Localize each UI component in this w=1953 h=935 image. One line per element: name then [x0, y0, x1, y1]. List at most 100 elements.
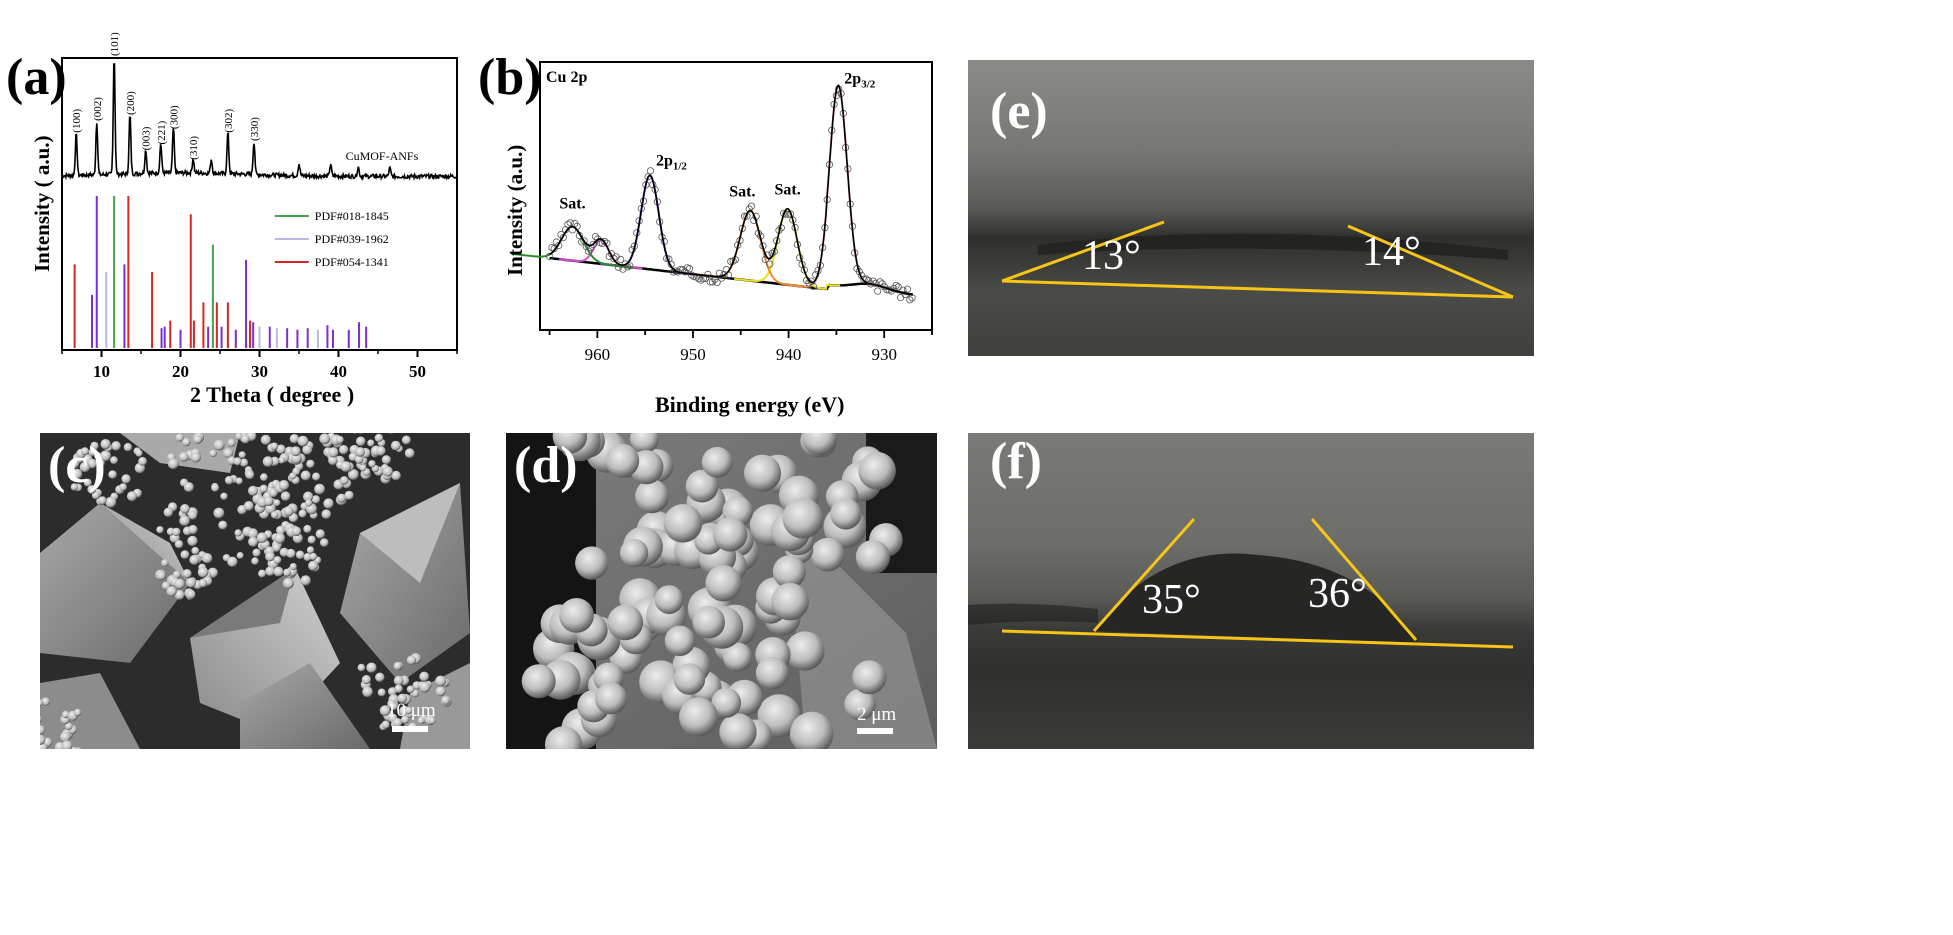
sem-particle [223, 448, 234, 458]
sem-particle [844, 688, 876, 721]
sem-particle [234, 529, 242, 537]
sem-particle [858, 451, 896, 490]
sem-particle [262, 456, 274, 467]
tangent-left-f [1092, 518, 1196, 632]
sem-particle [406, 685, 415, 694]
sem-particle [328, 447, 339, 458]
sem-particle [390, 702, 398, 711]
sem-particle [300, 575, 311, 586]
sem-particle [289, 563, 297, 571]
sem-particle [619, 538, 649, 568]
sem-particle [40, 725, 45, 735]
sem-particle [362, 686, 373, 698]
tangent-left-e [1001, 220, 1165, 283]
tangent-right-f [1310, 518, 1418, 641]
sem-particle [188, 524, 198, 535]
sem-particle [40, 712, 41, 718]
sem-particle [382, 466, 393, 477]
sem-particle [663, 504, 703, 543]
xrd-x-tick-label: 40 [330, 362, 347, 381]
sem-particle [259, 484, 268, 493]
xrd-peak-label: (300) [168, 105, 180, 129]
sem-particle [75, 747, 82, 749]
sem-particle [202, 553, 213, 564]
sem-particle [256, 532, 268, 543]
xps-data-point [906, 296, 914, 304]
sem-particle [183, 482, 194, 493]
baseline-line-f [1001, 629, 1514, 649]
panel-c-label: (c) [48, 437, 106, 494]
xps-data-point [860, 275, 868, 283]
sem-particle [306, 459, 315, 469]
sem-particle [701, 446, 733, 478]
sem-particle [156, 571, 166, 581]
sem-particle [190, 452, 201, 463]
sem-particle [379, 705, 391, 716]
sem-particle [272, 543, 281, 552]
xrd-peak-label: (002) [92, 97, 104, 121]
sem-particle [213, 439, 225, 451]
sem-particle [191, 546, 200, 555]
sem-particle [344, 490, 354, 500]
sem-particle [278, 456, 286, 464]
scalebar-d [857, 728, 893, 734]
sem-particle [713, 517, 748, 552]
sem-particle [268, 488, 278, 498]
sem-particle [100, 450, 111, 462]
sem-particle [393, 675, 404, 686]
sem-particle [358, 433, 364, 434]
sem-particle [315, 529, 325, 539]
sem-particle [289, 434, 300, 444]
sem-particle [337, 493, 346, 503]
sem-particle [388, 433, 394, 434]
xrd-legend-label: PDF#018-1845 [315, 209, 389, 223]
sem-particle [180, 550, 190, 559]
xps-data-point [750, 216, 758, 224]
sem-particle [320, 538, 329, 547]
sem-particle [679, 697, 718, 737]
panel-d-label: (d) [514, 437, 578, 494]
sem-particle [163, 507, 173, 517]
sem-particle [374, 433, 384, 443]
sem-texture-d [506, 433, 937, 749]
sem-particle [743, 454, 782, 492]
sem-particle [336, 435, 344, 444]
sem-particle [240, 434, 250, 444]
panel-f-label: (f) [990, 433, 1042, 490]
sem-particle [227, 438, 236, 447]
xps-data-point [800, 266, 808, 274]
xrd-plot-frame [61, 57, 458, 351]
sem-particle [90, 441, 99, 451]
xps-data-point [584, 247, 593, 255]
sem-particle [73, 708, 82, 717]
sem-particle [274, 532, 286, 544]
sem-particle [83, 478, 92, 487]
sem-particle [245, 470, 255, 480]
xps-data-point [589, 241, 597, 249]
xrd-x-tick-label: 50 [409, 362, 426, 381]
sem-particle [111, 441, 121, 451]
sem-texture-c [40, 433, 470, 749]
sem-particle [290, 446, 301, 457]
sem-particle [785, 631, 825, 671]
sem-particle [595, 682, 627, 715]
sem-particle [80, 447, 89, 456]
sem-particle [348, 469, 359, 480]
sem-particle [289, 472, 297, 480]
sem-particle [251, 557, 259, 565]
sem-particle [368, 460, 376, 468]
xrd-peak-label: (101) [109, 32, 121, 56]
sem-particle [300, 470, 311, 481]
sem-particle [328, 455, 338, 466]
sem-particle [41, 697, 50, 706]
xps-data-point [894, 283, 902, 291]
xps-data-point [718, 274, 726, 282]
sem-particle [70, 483, 79, 491]
sem-particle [357, 663, 366, 672]
sem-particle [156, 526, 164, 534]
baseline-line-e [1001, 279, 1514, 299]
sem-particle [186, 589, 196, 599]
sem-particle [755, 656, 789, 690]
sem-particle [852, 660, 887, 695]
xrd-x-tick-label: 30 [251, 362, 268, 381]
